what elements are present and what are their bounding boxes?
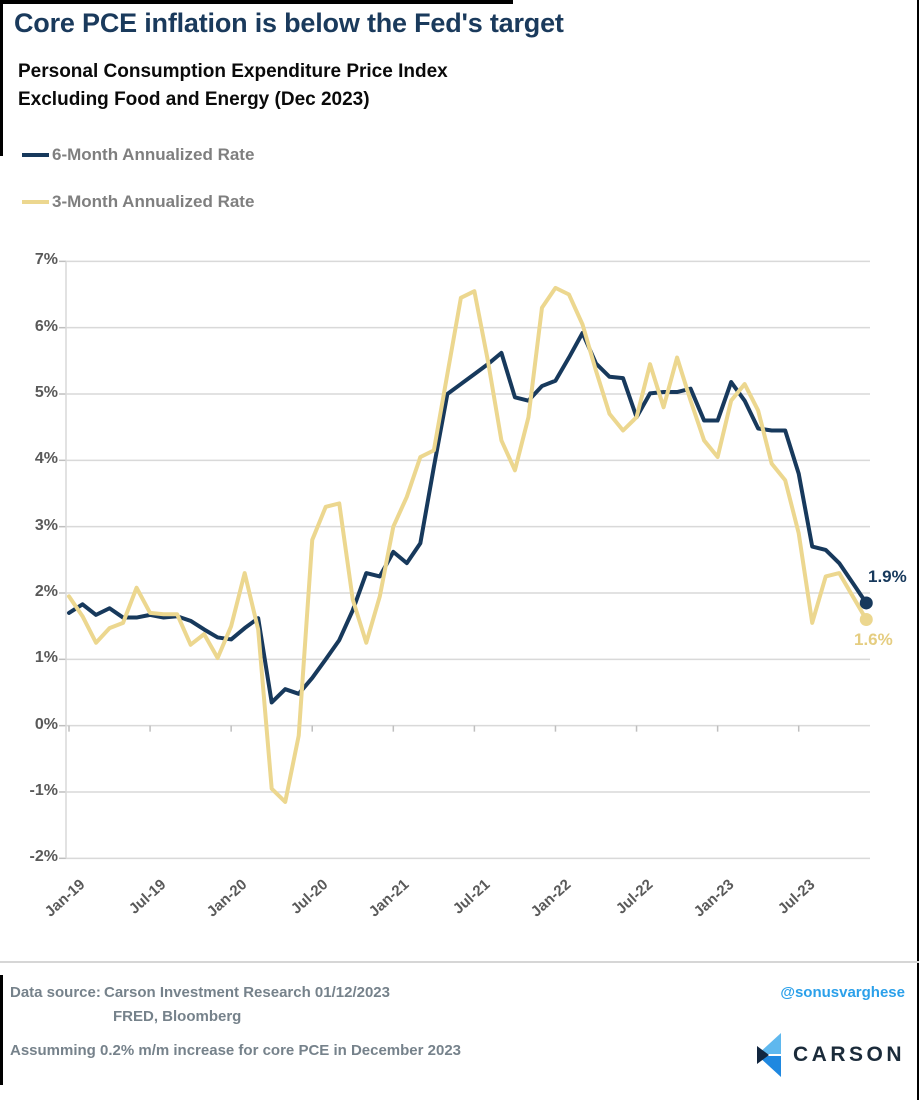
- data-source-label: Data source:: [10, 984, 101, 1001]
- y-axis-tick-label: 0%: [34, 715, 58, 733]
- legend-label-6-month: 6-Month Annualized Rate: [52, 145, 255, 164]
- legend-item-6-month: 6-Month Annualized Rate: [22, 145, 254, 165]
- legend-label-3-month: 3-Month Annualized Rate: [52, 192, 255, 211]
- legend-item-3-month: 3-Month Annualized Rate: [22, 192, 254, 212]
- subtitle-line-2: Excluding Food and Energy (Dec 2023): [18, 89, 370, 110]
- right-border: [917, 0, 919, 1100]
- carson-logo: CARSON: [753, 1032, 905, 1078]
- y-axis-tick-label: 4%: [34, 450, 58, 468]
- subtitle-line-1: Personal Consumption Expenditure Price I…: [18, 61, 448, 82]
- page-title: Core PCE inflation is below the Fed's ta…: [14, 8, 564, 38]
- footer-divider: [0, 961, 919, 963]
- y-axis-tick-label: 3%: [34, 516, 58, 534]
- six-month-line-swatch: [22, 153, 49, 157]
- left-border-bottom: [0, 975, 3, 1085]
- carson-logo-text: CARSON: [792, 1043, 905, 1066]
- y-axis-tick-label: 2%: [34, 583, 58, 600]
- y-axis-tick-label: -1%: [29, 781, 58, 799]
- y-axis-tick-label: 6%: [34, 317, 58, 335]
- line-chart-plot-area: [59, 260, 873, 860]
- y-axis-tick-label: 1%: [34, 649, 58, 667]
- y-axis-tick-label: 5%: [34, 384, 58, 401]
- y-axis-tick-label: 7%: [34, 251, 58, 269]
- y-axis-tick-label: -2%: [29, 848, 58, 866]
- assumption-note: Assumming 0.2% m/m increase for core PCE…: [10, 1042, 462, 1059]
- six-month-end-value-label: 1.9%: [868, 567, 907, 586]
- chart-subtitle: Personal Consumption Expenditure Price I…: [18, 58, 448, 114]
- carson-logo-icon: [756, 1033, 781, 1077]
- left-border-top: [0, 0, 3, 156]
- three-month-end-value-label: 1.6%: [854, 630, 893, 649]
- top-border: [0, 0, 513, 4]
- data-source-line-2: FRED, Bloomberg: [113, 1008, 242, 1025]
- data-source-line-1: Carson Investment Research 01/12/2023: [104, 984, 390, 1001]
- twitter-handle[interactable]: @sonusvarghese: [780, 984, 905, 1001]
- three-month-line-swatch: [22, 200, 49, 204]
